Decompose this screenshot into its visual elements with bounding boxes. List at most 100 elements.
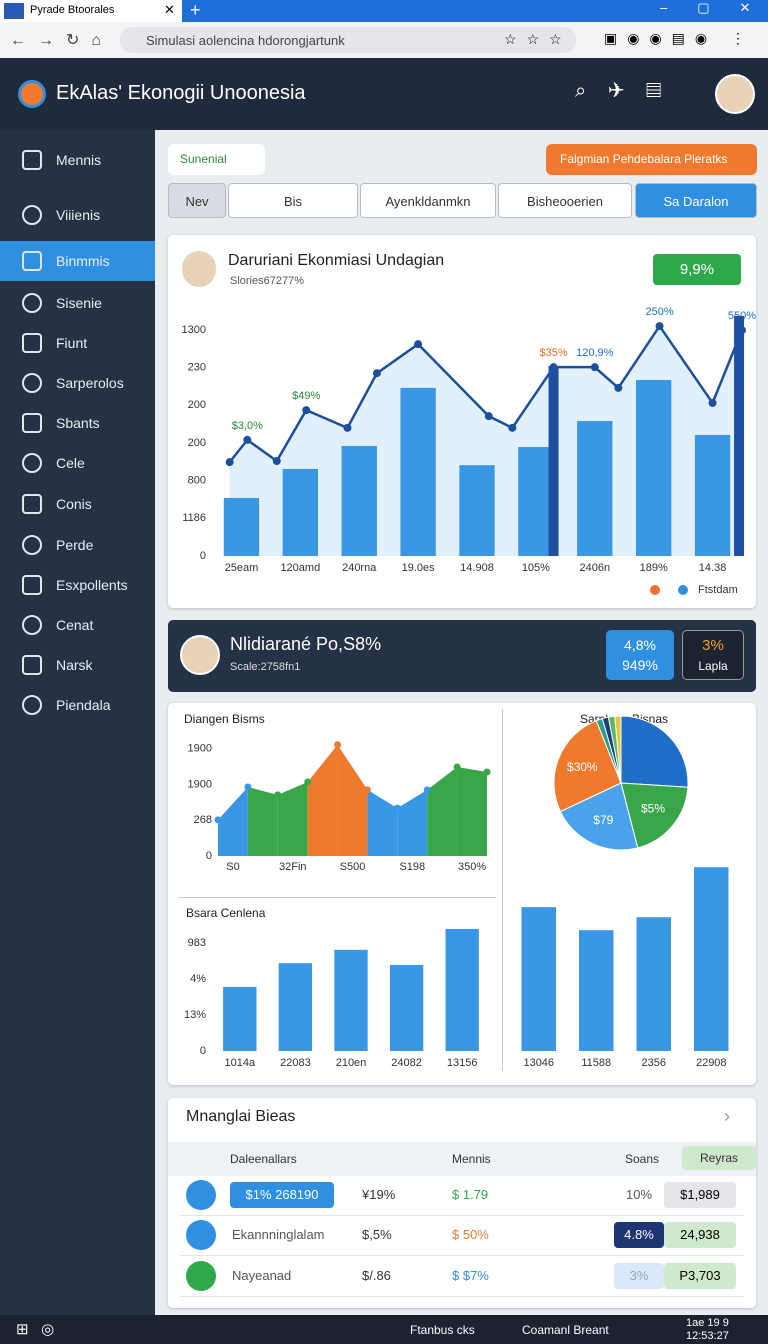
table-cell: 4.8%	[614, 1222, 664, 1248]
table-cell: $1% 268190	[230, 1182, 334, 1208]
sidebar-icon	[22, 453, 42, 473]
sidebar-item[interactable]: Esxpollents	[0, 565, 155, 605]
action-button[interactable]: Falgmian Pehdebalara Pleratks	[546, 144, 757, 175]
user-avatar[interactable]	[715, 74, 755, 114]
logo	[18, 80, 46, 108]
sidebar-icon	[22, 251, 42, 271]
tab-close[interactable]: ✕	[164, 2, 175, 17]
sidebar-item[interactable]: Piendala	[0, 685, 155, 725]
profile-title: Nlidiarané Po,S8%	[230, 634, 382, 654]
badge-blue: 4,8% 949%	[606, 630, 674, 680]
sidebar-icon	[22, 695, 42, 715]
table-cell: 3%	[614, 1263, 664, 1289]
tab-row: Nev Bis Ayenkldanmkn Bisheooerien Sa Daralon	[168, 183, 757, 218]
sidebar-label: Cenat	[56, 617, 94, 633]
header-icons[interactable]: ⌕✈▤	[575, 80, 684, 102]
sidebar-label: Viiienis	[56, 207, 101, 223]
sidebar-icon	[22, 655, 42, 675]
sidebar-icon	[22, 293, 42, 313]
sidebar-item[interactable]: Binmmis	[0, 241, 155, 281]
sidebar-label: Conis	[56, 496, 92, 512]
sidebar-item[interactable]: Conis	[0, 484, 155, 524]
app-title: EkAlas' Ekonogii Unoonesia	[56, 82, 306, 104]
date: 1ae 19 9	[686, 1317, 729, 1329]
search-button[interactable]: Sunenial	[168, 144, 265, 175]
app-header: EkAlas' Ekonogii Unoonesia ⌕✈▤	[0, 58, 768, 130]
sidebar-icon	[22, 205, 42, 225]
badge-value: 3%	[702, 637, 724, 654]
sidebar-icon	[22, 615, 42, 635]
table-cell: $ 50%	[452, 1227, 489, 1242]
table-cell: 10%	[625, 1187, 653, 1202]
sidebar-item[interactable]: Narsk	[0, 645, 155, 685]
tab[interactable]: Pyrade Btoorales ✕	[0, 0, 182, 22]
sidebar-icon	[22, 494, 42, 514]
growth-badge: 9,9%	[653, 254, 741, 285]
sidebar-icon	[22, 373, 42, 393]
tab-icon	[4, 3, 24, 19]
sidebar-item[interactable]: Mennis	[0, 140, 155, 180]
table-header-bg	[168, 1142, 756, 1176]
tab[interactable]: Ayenkldanmkn	[360, 183, 496, 218]
sidebar-icon	[22, 575, 42, 595]
sidebar-item[interactable]: Sisenie	[0, 283, 155, 323]
table-header: Reyras	[682, 1146, 756, 1170]
sidebar-item[interactable]: Sbants	[0, 403, 155, 443]
search-label: Sunenial	[180, 152, 227, 166]
divider	[502, 709, 503, 1071]
sidebar-label: Cele	[56, 455, 85, 471]
badge-dark: 3% Lapla	[682, 630, 744, 680]
table-cell: P3,703	[664, 1263, 736, 1289]
card-subtitle: Slories67277%	[230, 275, 304, 287]
tab-bar: Pyrade Btoorales ✕ + –▢✕	[0, 0, 768, 22]
table-header: Soans	[625, 1152, 660, 1166]
sidebar-label: Sarperolos	[56, 375, 124, 391]
taskbar: ⊞ ◎ Ftanbus cks Coamanl Breant 1ae 19 9 …	[0, 1315, 768, 1344]
row-icon	[186, 1220, 216, 1250]
table-cell: Ekannninglalam	[232, 1227, 325, 1242]
tab[interactable]: Bis	[228, 183, 358, 218]
table-header: Daleenallars	[230, 1152, 297, 1166]
table-header: Mennis	[452, 1152, 491, 1166]
chevron[interactable]: ›	[724, 1106, 730, 1126]
row-divider	[180, 1255, 744, 1256]
nav-buttons[interactable]: ←→↻⌂	[10, 32, 114, 49]
start-button[interactable]: ⊞ ◎	[16, 1321, 55, 1338]
sidebar-label: Esxpollents	[56, 577, 128, 593]
sidebar-item[interactable]: Cele	[0, 443, 155, 483]
tab-title: Pyrade Btoorales	[30, 4, 115, 16]
charts-card	[168, 703, 756, 1085]
avatar	[180, 635, 220, 675]
table-cell: $ $7%	[452, 1268, 489, 1283]
card-title: Daruriani Ekonmiasi Undagian	[228, 252, 445, 269]
sidebar-item[interactable]: Sarperolos	[0, 363, 155, 403]
url-field[interactable]: Simulasi aolencina hdorongjartunk ☆☆☆	[120, 27, 576, 53]
sidebar-item[interactable]: Viiienis	[0, 195, 155, 235]
row-icon	[186, 1180, 216, 1210]
url-actions[interactable]: ☆☆☆	[504, 31, 572, 47]
sidebar-item[interactable]: Fiunt	[0, 323, 155, 363]
sidebar-icon	[22, 333, 42, 353]
avatar	[182, 251, 216, 287]
taskbar-item[interactable]: Coamanl Breant	[522, 1323, 609, 1337]
table-title: Mnanglai Bieas	[186, 1108, 296, 1125]
sidebar-label: Narsk	[56, 657, 93, 673]
divider	[178, 897, 496, 898]
taskbar-item[interactable]: Ftanbus cks	[410, 1323, 475, 1337]
tab[interactable]: Sa Daralon	[635, 183, 757, 218]
badge-label: Lapla	[698, 659, 728, 673]
sidebar-item[interactable]: Perde	[0, 525, 155, 565]
tab[interactable]: Bisheooerien	[498, 183, 632, 218]
badge-value: 949%	[622, 657, 658, 673]
tab[interactable]: Nev	[168, 183, 226, 218]
summary-card: Daruriani Ekonmiasi Undagian Slories6727…	[168, 235, 756, 608]
table-cell: $1,989	[664, 1182, 736, 1208]
url: Simulasi aolencina hdorongjartunk	[146, 33, 345, 48]
extensions[interactable]: ▣◉◉▤◉ ⋮	[604, 30, 755, 46]
sidebar-label: Sbants	[56, 415, 100, 431]
new-tab[interactable]: +	[190, 0, 201, 20]
sidebar-item[interactable]: Cenat	[0, 605, 155, 645]
sidebar-label: Binmmis	[56, 253, 110, 269]
table-cell: 24,938	[664, 1222, 736, 1248]
